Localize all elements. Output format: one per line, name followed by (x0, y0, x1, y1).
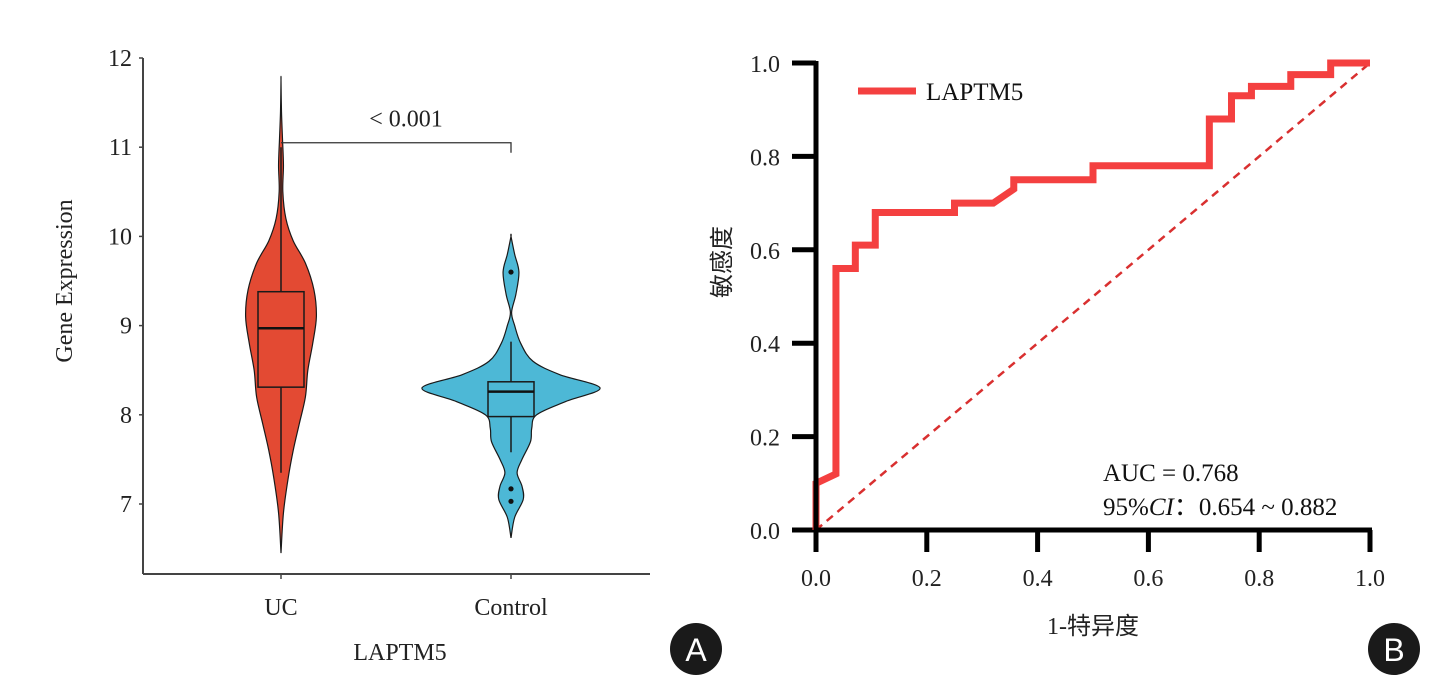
panel-a-violin-chart: 7 8 9 10 11 12 UC Control Gene Expression LAPT… (52, 46, 722, 675)
violin-uc (244, 75, 318, 554)
ci-suffix: ：0.654 ~ 0.882 (1174, 494, 1338, 521)
b-x-tick-label: 0.2 (912, 566, 942, 592)
b-y-tick-label: 0.0 (750, 519, 780, 545)
b-y-tick-label: 0.6 (750, 239, 780, 265)
a-x-axis-title: LAPTM5 (353, 640, 446, 666)
a-y-tick-label: 12 (108, 46, 132, 72)
auc-annotation: AUC = 0.768 (1103, 460, 1239, 487)
a-y-tick-label: 9 (120, 314, 132, 340)
ci-prefix: 95% (1103, 494, 1149, 521)
b-y-tick-label: 0.2 (750, 426, 780, 452)
b-x-tick-label: 0.4 (1023, 566, 1053, 592)
outlier-point (508, 486, 514, 492)
outlier-point (508, 498, 514, 504)
significance-label: < 0.001 (369, 107, 443, 133)
b-y-tick-label: 0.8 (750, 145, 780, 171)
b-y-tick-label: 0.4 (750, 332, 780, 358)
b-y-axis-title: 敏感度 (709, 226, 736, 298)
a-y-tick-label: 11 (109, 135, 132, 161)
ci-annotation: 95%CI：0.654 ~ 0.882 (1103, 494, 1337, 521)
legend: LAPTM5 (858, 79, 1023, 106)
a-y-tick-label: 7 (120, 492, 132, 518)
b-x-tick-label: 1.0 (1355, 566, 1385, 592)
significance-bracket-line (281, 142, 512, 153)
panel-b-roc-chart: 0.0 0.2 0.4 0.6 0.8 1.0 0.0 0.2 0.4 0.6 0.8 1.0 LA… (709, 52, 1420, 675)
a-y-tick-label: 10 (108, 224, 132, 250)
ci-italic: CI (1149, 494, 1176, 521)
a-y-axis-title: Gene Expression (52, 199, 78, 362)
b-x-tick-label: 0.0 (801, 566, 831, 592)
b-x-axis-title: 1-特异度 (1047, 613, 1139, 640)
b-x-tick-label: 0.6 (1133, 566, 1163, 592)
badge-a-label: A (685, 632, 707, 668)
badge-b-label: B (1383, 632, 1404, 668)
b-x-tick-label: 0.8 (1244, 566, 1274, 592)
roc-reference-diagonal (815, 62, 1371, 531)
significance-bracket: < 0.001 (281, 107, 512, 153)
a-y-tick-label: 8 (120, 403, 132, 429)
box-iqr (257, 290, 305, 388)
a-x-tick-label-uc: UC (264, 595, 297, 621)
a-x-tick-label-control: Control (474, 595, 548, 621)
panel-badge-b: B (1368, 623, 1420, 675)
violin-control (421, 233, 601, 539)
panel-badge-a: A (670, 623, 722, 675)
b-y-tick-label: 1.0 (750, 52, 780, 78)
legend-label-laptm5: LAPTM5 (926, 79, 1023, 106)
outlier-point (508, 269, 514, 275)
box-iqr (487, 381, 535, 418)
roc-curve-laptm5 (812, 59, 1370, 530)
